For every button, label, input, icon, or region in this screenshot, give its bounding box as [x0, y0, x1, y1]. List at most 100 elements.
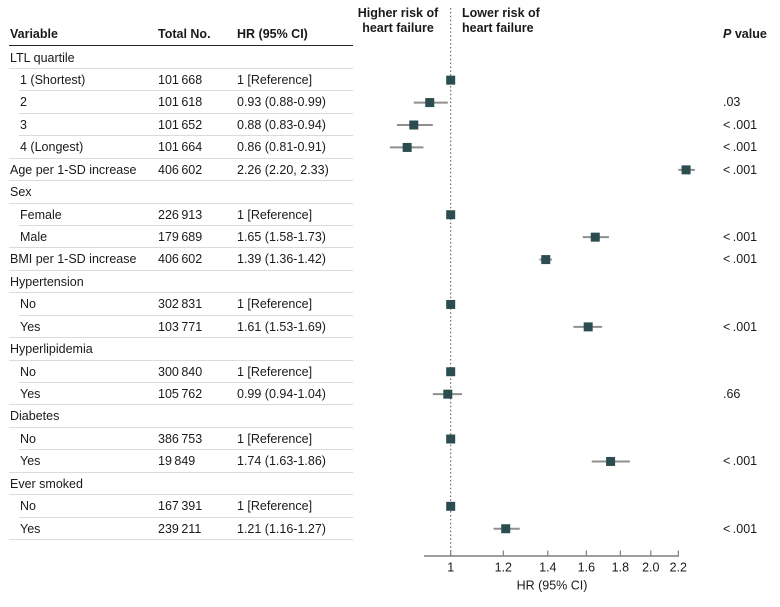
row-rule: [9, 67, 353, 69]
variable-label: Diabetes: [10, 409, 60, 424]
total-no-cell: 302 831: [158, 297, 203, 312]
row-rule: [19, 224, 353, 226]
forest-marker: [446, 434, 456, 444]
forest-marker: [425, 98, 435, 108]
table-row: No 300 840 1 [Reference]: [9, 361, 353, 383]
p-italic: P: [723, 27, 732, 41]
hr-ci-cell: 1 [Reference]: [237, 72, 313, 87]
table-row: 3 101 652 0.88 (0.83-0.94): [9, 114, 353, 137]
variable-label: No: [20, 499, 36, 514]
table-group-row: LTL quartile: [9, 47, 353, 69]
x-tick-label: 1.6: [578, 561, 595, 575]
variable-label: Female: [20, 207, 62, 222]
variable-label: 2: [20, 95, 27, 110]
column-header-hr: HR (95% CI): [237, 27, 308, 41]
forest-marker: [443, 389, 453, 399]
forest-marker: [501, 524, 511, 534]
variable-label: 3: [20, 117, 27, 132]
table-row: Female 226 913 1 [Reference]: [9, 204, 353, 226]
hr-ci-cell: 0.86 (0.81-0.91): [237, 140, 326, 155]
total-no-cell: 239 211: [158, 521, 202, 536]
row-rule: [9, 157, 353, 159]
variable-label: No: [20, 431, 36, 446]
higher-risk-line1: Higher risk of: [357, 6, 439, 20]
table-row: Yes 105 762 0.99 (0.94-1.04): [9, 383, 353, 406]
p-value: < .001: [723, 252, 758, 267]
x-axis-title: HR (95% CI): [517, 579, 588, 593]
row-rule: [9, 471, 353, 473]
row-rule: [19, 314, 353, 316]
table-group-row: Ever smoked: [9, 473, 353, 496]
forest-marker: [541, 255, 551, 265]
row-rule: [9, 337, 353, 339]
p-value: < .001: [723, 140, 758, 155]
table-row: 1 (Shortest) 101 668 1 [Reference]: [9, 69, 353, 92]
hr-ci-cell: 1 [Reference]: [237, 364, 313, 379]
row-rule: [9, 359, 353, 361]
table-row: No 302 831 1 [Reference]: [9, 293, 353, 316]
variable-label: Yes: [20, 386, 41, 401]
total-no-cell: 406 602: [158, 162, 203, 177]
higher-risk-label: Higher risk of heart failure: [352, 6, 444, 35]
total-no-cell: 101 664: [158, 140, 203, 155]
total-no-cell: 101 668: [158, 72, 203, 87]
total-no-cell: 226 913: [158, 207, 203, 222]
hr-ci-cell: 1.74 (1.63-1.86): [237, 454, 326, 469]
lower-risk-line2: heart failure: [462, 20, 534, 35]
table-row: Yes 103 771 1.61 (1.53-1.69): [9, 316, 353, 339]
row-rule: [9, 404, 353, 406]
hr-ci-cell: 1 [Reference]: [237, 297, 313, 312]
row-rule: [9, 292, 353, 294]
hr-ci-cell: 1 [Reference]: [237, 207, 313, 222]
x-tick-label: 1.4: [539, 561, 556, 575]
variable-label: Ever smoked: [10, 476, 83, 491]
hr-ci-cell: 1 [Reference]: [237, 499, 313, 514]
variable-label: Male: [20, 229, 48, 244]
table-row: Male 179 689 1.65 (1.58-1.73): [9, 226, 353, 249]
table-row: Yes 19 849 1.74 (1.63-1.86): [9, 450, 353, 473]
hr-ci-cell: 1.65 (1.58-1.73): [237, 229, 326, 244]
forest-marker: [402, 142, 412, 152]
variable-label: No: [20, 364, 36, 379]
p-value: .03: [723, 95, 741, 110]
variable-label: Sex: [10, 185, 32, 200]
total-no-cell: 386 753: [158, 431, 203, 446]
header-rule: [9, 44, 353, 46]
p-rest: value: [731, 27, 767, 41]
variable-label: LTL quartile: [10, 50, 75, 65]
total-no-cell: 167 391: [158, 499, 203, 514]
table-row: No 386 753 1 [Reference]: [9, 428, 353, 451]
hr-ci-cell: 1 [Reference]: [237, 431, 313, 446]
hr-ci-cell: 0.93 (0.88-0.99): [237, 95, 326, 110]
row-rule: [19, 90, 353, 92]
variable-label: Age per 1-SD increase: [10, 162, 137, 177]
row-rule: [9, 426, 353, 428]
x-tick-label: 1.8: [612, 561, 629, 575]
row-rule: [19, 112, 353, 114]
row-rule: [9, 247, 353, 249]
variable-label: 1 (Shortest): [20, 72, 86, 87]
forest-marker: [590, 232, 600, 242]
variable-label: Yes: [20, 454, 41, 469]
table-row: No 167 391 1 [Reference]: [9, 495, 353, 518]
p-value: .66: [723, 386, 741, 401]
row-rule: [19, 516, 353, 518]
p-value: < .001: [723, 454, 758, 469]
column-header-pvalue: P value: [723, 27, 767, 41]
p-value: < .001: [723, 162, 758, 177]
variable-label: Yes: [20, 319, 41, 334]
forest-marker: [446, 75, 456, 85]
higher-risk-line2: heart failure: [362, 20, 434, 35]
hr-ci-cell: 0.99 (0.94-1.04): [237, 386, 326, 401]
forest-marker: [446, 501, 456, 511]
forest-marker: [446, 367, 456, 377]
column-header-variable: Variable: [10, 27, 58, 41]
row-rule: [9, 269, 353, 271]
hr-ci-cell: 1.39 (1.36-1.42): [237, 252, 326, 267]
row-rule: [9, 202, 353, 204]
table-group-row: Sex: [9, 181, 353, 204]
table-group-row: Hyperlipidemia: [9, 338, 353, 361]
variable-label: No: [20, 297, 36, 312]
row-rule: [19, 381, 353, 383]
